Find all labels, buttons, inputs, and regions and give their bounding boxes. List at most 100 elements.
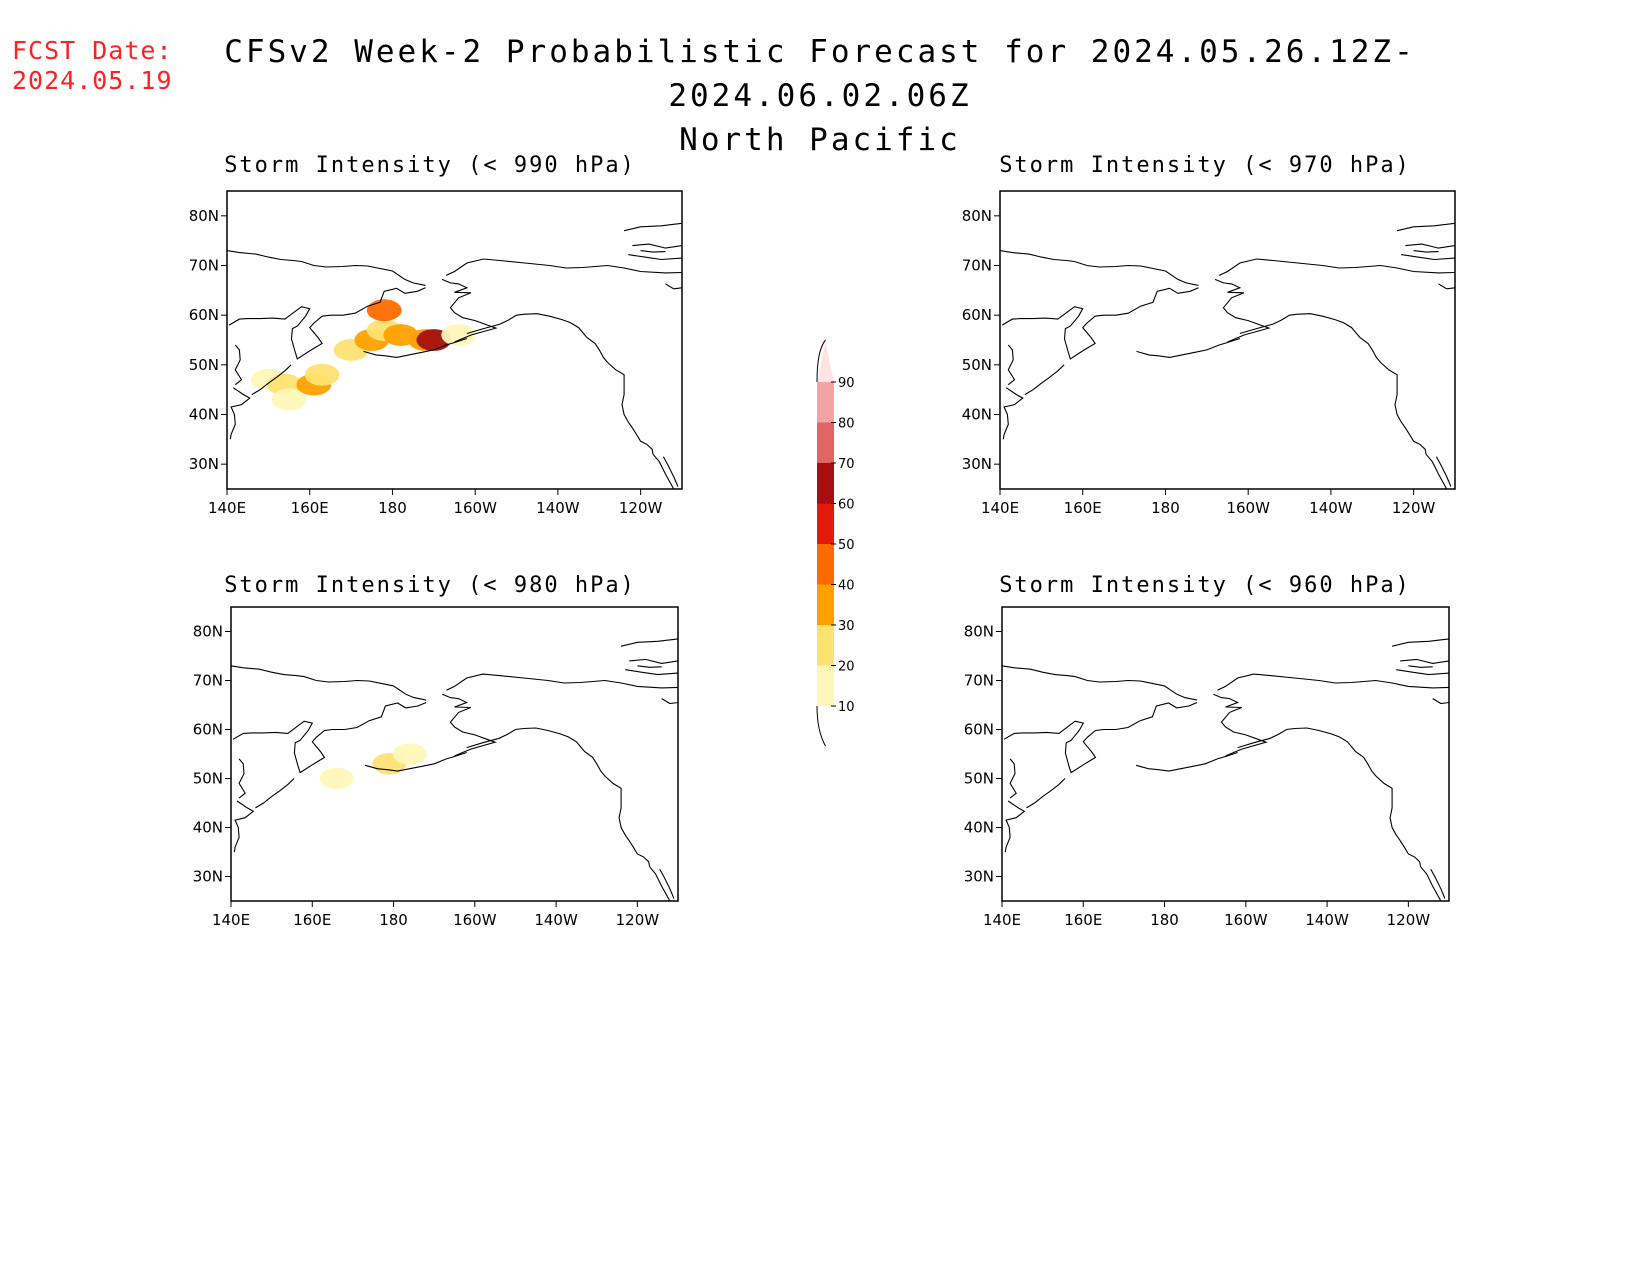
lat-tick-label: 30N (962, 455, 992, 473)
lon-tick-label: 120W (619, 499, 663, 517)
map-panel-p980: 140E 160E 180 160W 140W 120W 80N 70N 60N 50N 40N 30… (193, 606, 679, 929)
coastline (1396, 222, 1455, 232)
coastline (1413, 250, 1439, 253)
lon-tick-label: 160E (293, 911, 331, 929)
lon-tick-label: 160W (453, 911, 497, 929)
colorbar-swatch (817, 544, 834, 585)
lat-tick-label: 50N (189, 356, 219, 374)
lon-tick-label: 180 (1150, 911, 1179, 929)
lat-tick-label: 60N (962, 306, 992, 324)
coastline (231, 665, 427, 701)
lat-tick-label: 70N (193, 672, 223, 690)
lon-tick-label: 140E (981, 499, 1019, 517)
lat-tick-label: 30N (964, 868, 994, 886)
lat-tick-label: 70N (964, 672, 994, 690)
coastline (649, 866, 671, 901)
coastline (1003, 701, 1198, 774)
lat-tick-label: 40N (964, 819, 994, 837)
coastline (652, 453, 675, 489)
coastline (662, 456, 679, 487)
probability-shade (304, 363, 340, 386)
probability-shade (271, 388, 307, 411)
coastline (255, 778, 295, 809)
coastline (1214, 278, 1271, 343)
colorbar-swatch (817, 584, 834, 625)
coastline (665, 283, 682, 290)
colorbar-label: 30 (838, 619, 855, 634)
colorbar-swatch (817, 382, 834, 423)
coastline (1405, 243, 1455, 249)
title-line: CFSv2 Week-2 Probabilistic Forecast for … (224, 34, 1416, 114)
map-panel-p960: 140E 160E 180 160W 140W 120W 80N 70N 60N 50N 40N 30… (964, 606, 1450, 929)
lon-tick-label: 160E (1064, 499, 1102, 517)
map-frame (226, 190, 683, 490)
colorbar-label: 60 (838, 498, 855, 513)
coastline (441, 278, 498, 343)
coastline (227, 250, 426, 286)
coastline (251, 364, 292, 396)
coastline (234, 344, 243, 386)
map-content (1002, 638, 1449, 901)
lon-tick-label: 180 (379, 911, 408, 929)
coastline (466, 313, 654, 455)
coastline (1430, 868, 1446, 899)
coastline (661, 698, 678, 705)
lon-tick-label: 140W (1309, 499, 1353, 517)
coastline (640, 250, 666, 253)
lat-tick-label: 80N (193, 623, 223, 641)
lat-tick-label: 80N (962, 207, 992, 225)
map-panel-p970: 140E 160E 180 160W 140W 120W 80N 70N 60N 50N 40N 30… (962, 190, 1456, 517)
lat-tick-label: 40N (193, 819, 223, 837)
colorbar-swatch (817, 422, 834, 463)
coastline (1136, 337, 1241, 358)
coastline (1400, 658, 1449, 664)
coastline (1396, 669, 1449, 676)
colorbar-label: 10 (838, 700, 855, 715)
coastline (446, 673, 678, 691)
coastline (232, 701, 427, 774)
colorbar: 90 80 70 60 50 40 30 20 10 (816, 339, 855, 747)
colorbar-label: 40 (838, 579, 855, 594)
colorbar-swatch (817, 503, 834, 544)
map-content (1000, 222, 1455, 489)
colorbar-swatch (817, 665, 834, 706)
coastline (228, 287, 426, 360)
lon-tick-label: 140W (1305, 911, 1349, 929)
lon-tick-label: 140W (534, 911, 578, 929)
lat-tick-label: 60N (193, 721, 223, 739)
coastline (233, 800, 255, 853)
lat-tick-label: 70N (962, 257, 992, 275)
lat-tick-label: 50N (962, 356, 992, 374)
lon-tick-label: 180 (1151, 499, 1180, 517)
coastline (628, 254, 682, 261)
coastline (1000, 250, 1199, 286)
coastline (445, 258, 682, 276)
lat-tick-label: 80N (964, 623, 994, 641)
lat-tick-label: 30N (189, 455, 219, 473)
map-frame (1001, 606, 1450, 902)
lon-tick-label: 180 (378, 499, 407, 517)
coastline (1213, 693, 1268, 757)
coastline (629, 658, 678, 664)
fcst-date-label: FCST Date: 2024.05.19 (12, 36, 173, 96)
lon-tick-label: 120W (1392, 499, 1436, 517)
coastline (659, 868, 675, 899)
probability-shade (319, 767, 354, 790)
coastline (1391, 638, 1449, 647)
coastline (1408, 665, 1433, 668)
coastline (364, 751, 467, 772)
coastline (1432, 698, 1449, 705)
panel-title-980: Storm Intensity (< 980 hPa) (224, 573, 636, 598)
probability-shade (441, 324, 477, 346)
coastline (1401, 254, 1455, 261)
coastline (625, 669, 678, 676)
lat-tick-label: 80N (189, 207, 219, 225)
colorbar-top-outline (816, 339, 826, 383)
coastline (1425, 453, 1448, 489)
lat-tick-label: 40N (962, 406, 992, 424)
colorbar-label: 70 (838, 457, 855, 472)
coastline (238, 758, 246, 799)
coastline (1420, 866, 1442, 901)
coastline (1239, 313, 1427, 455)
